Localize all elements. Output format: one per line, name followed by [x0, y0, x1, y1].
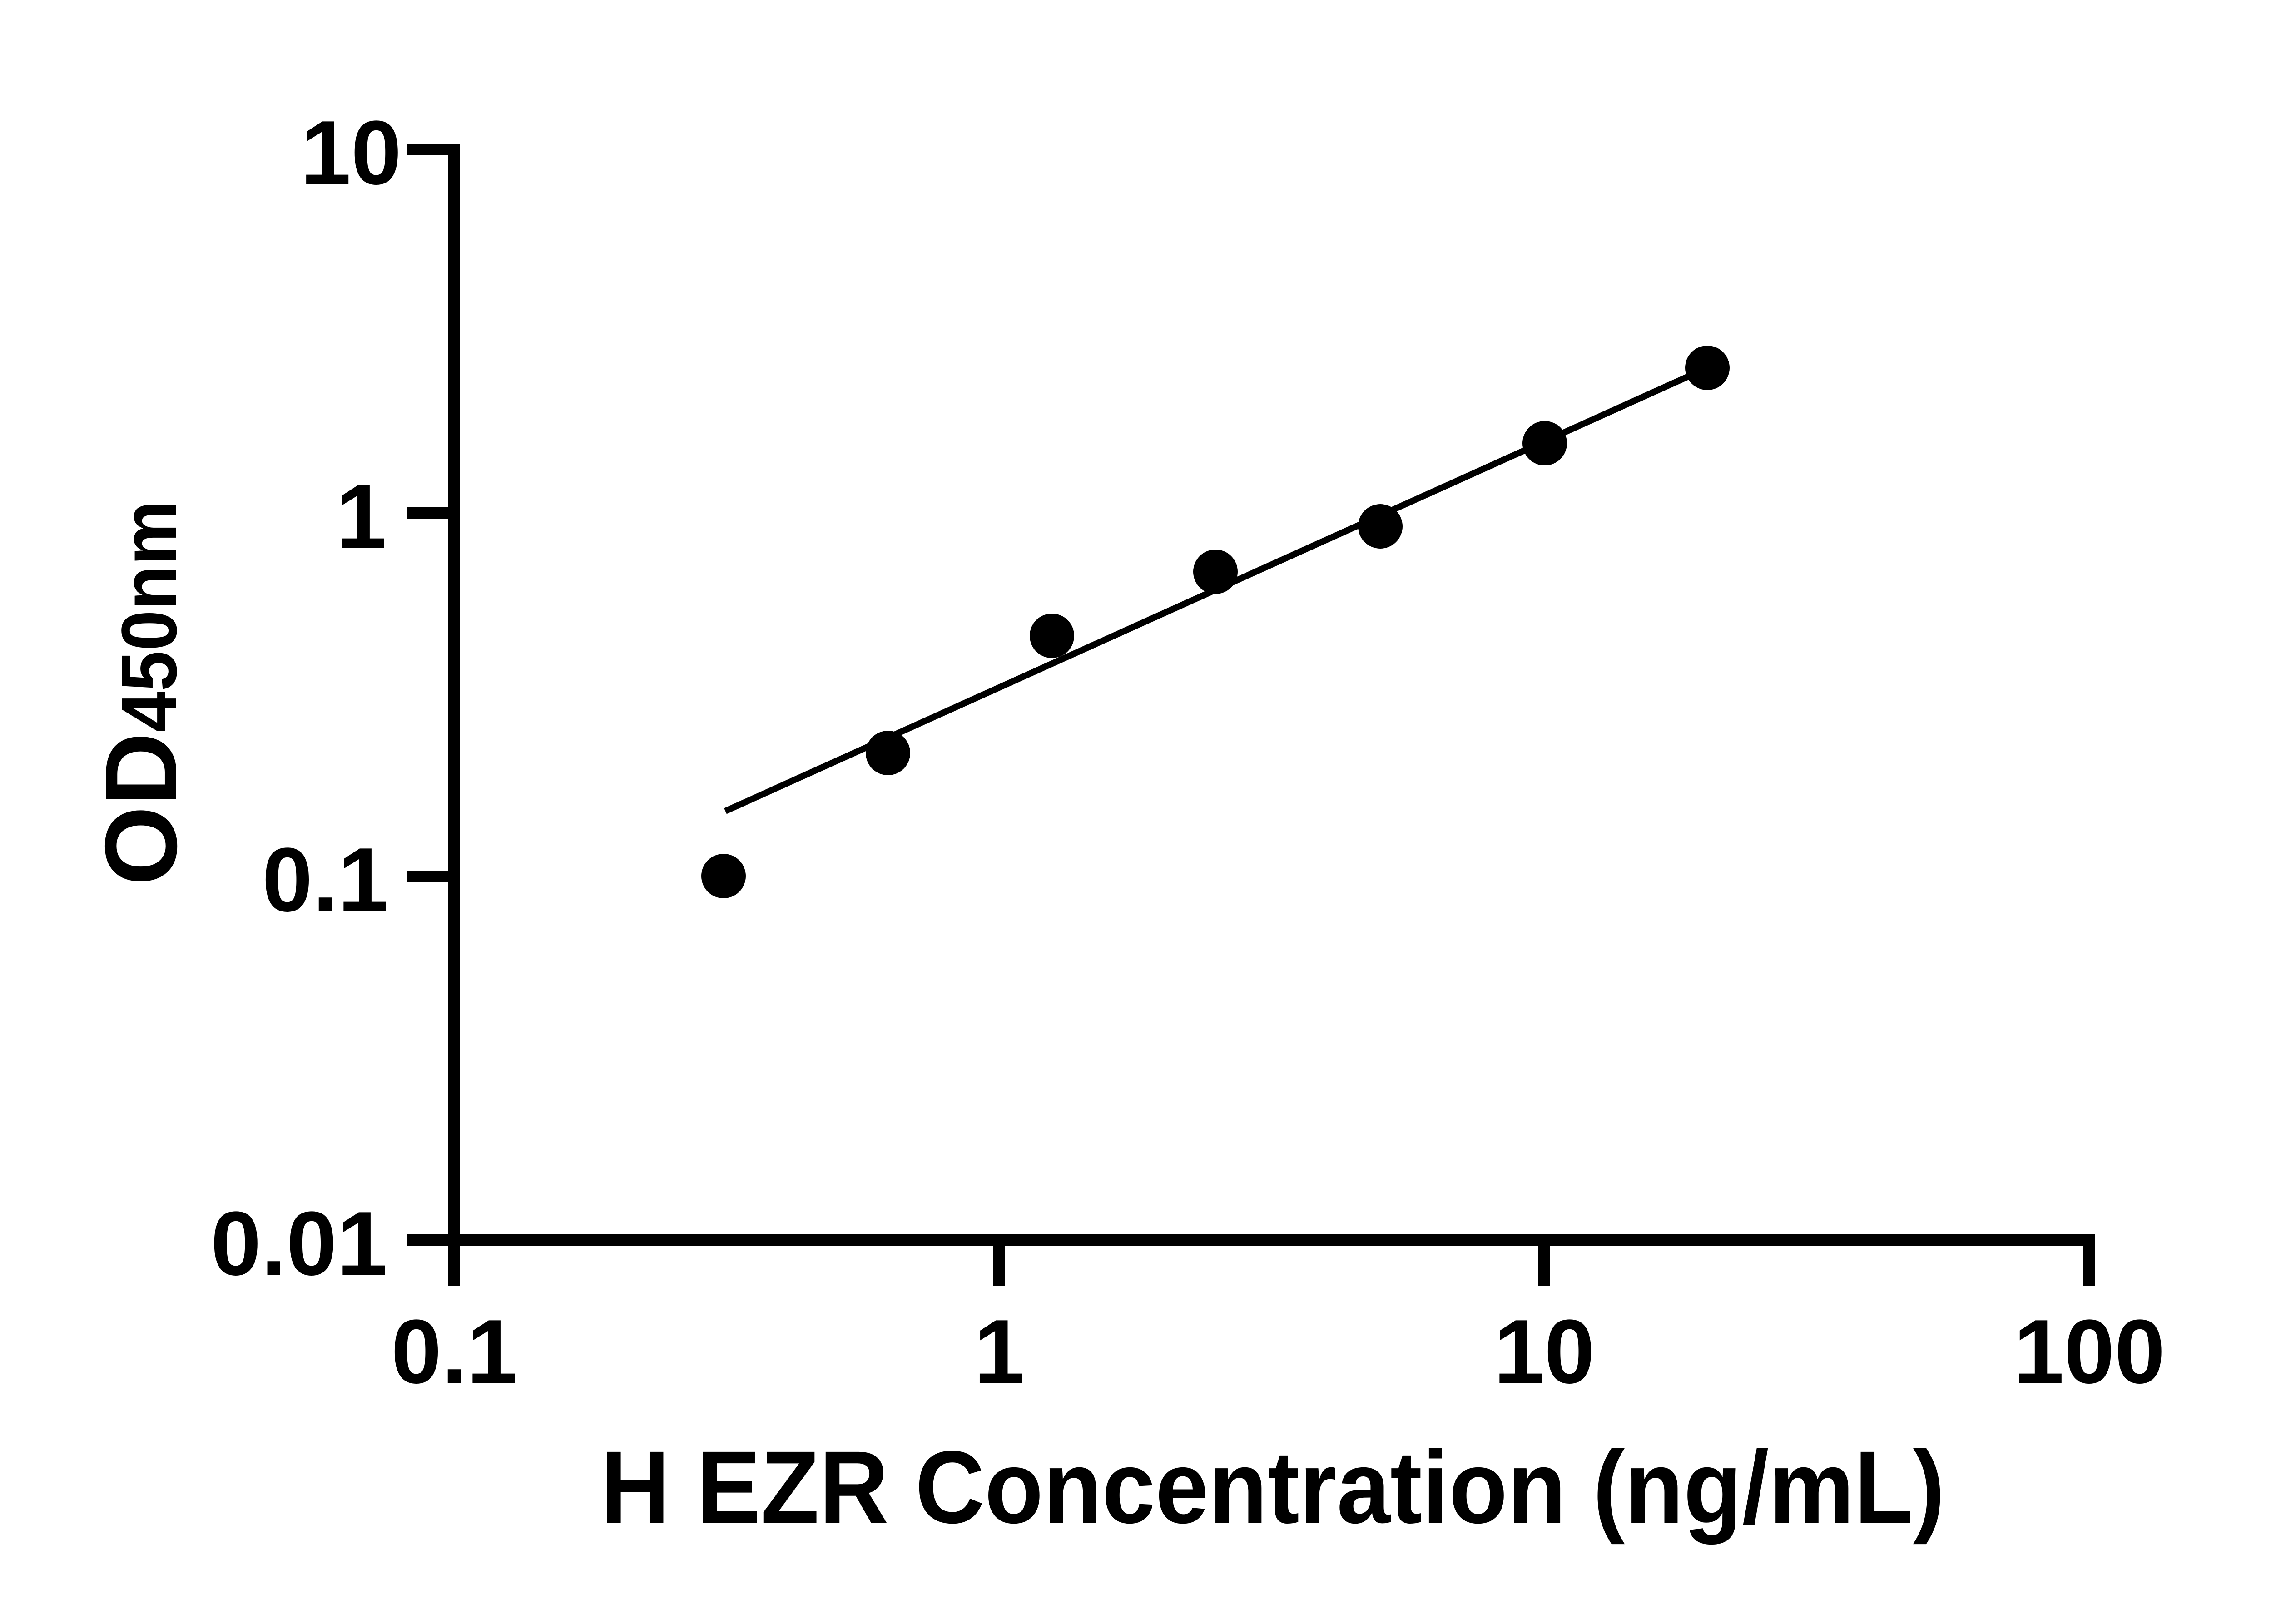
svg-text:0.1: 0.1: [391, 1301, 517, 1402]
svg-text:100: 100: [2013, 1301, 2165, 1402]
svg-text:H EZR Concentration (ng/mL): H EZR Concentration (ng/mL): [600, 1430, 1945, 1545]
svg-text:1: 1: [974, 1301, 1024, 1402]
svg-text:1: 1: [336, 466, 387, 567]
svg-text:450nm: 450nm: [105, 500, 193, 732]
svg-text:10: 10: [301, 102, 402, 203]
svg-text:0.1: 0.1: [262, 829, 388, 931]
svg-text:0.01: 0.01: [211, 1193, 387, 1294]
svg-text:OD: OD: [84, 733, 198, 886]
svg-text:10: 10: [1494, 1301, 1595, 1402]
